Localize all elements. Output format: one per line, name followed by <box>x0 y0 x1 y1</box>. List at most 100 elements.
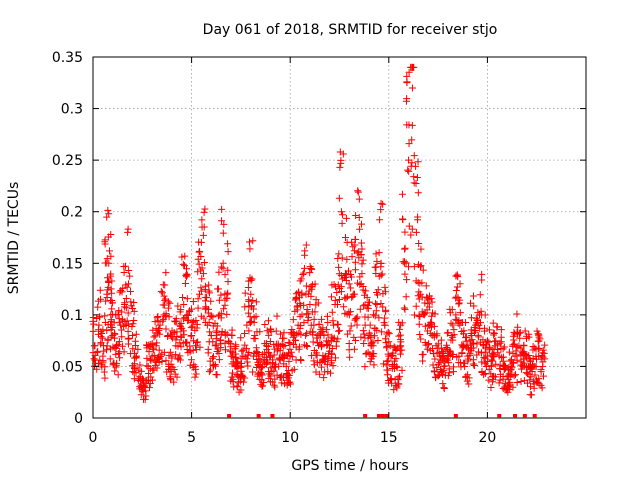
data-point <box>509 358 517 366</box>
data-point <box>206 313 214 321</box>
data-point <box>418 279 426 287</box>
data-point <box>130 317 138 325</box>
data-point <box>449 350 457 358</box>
data-point <box>398 190 406 198</box>
data-point <box>264 317 272 325</box>
data-point <box>270 367 278 375</box>
data-point <box>444 345 452 353</box>
data-point <box>377 206 385 214</box>
data-point <box>122 304 130 312</box>
data-point <box>476 291 484 299</box>
data-point <box>249 237 257 245</box>
data-point <box>212 370 220 378</box>
data-point <box>188 331 196 339</box>
data-point <box>474 331 482 339</box>
data-point <box>266 338 274 346</box>
data-point <box>162 269 170 277</box>
data-point <box>381 314 389 322</box>
data-point <box>431 310 439 318</box>
data-point <box>455 300 463 308</box>
data-point <box>335 270 343 278</box>
data-point <box>222 346 230 354</box>
data-point <box>270 381 278 389</box>
data-point <box>183 295 191 303</box>
data-point <box>312 296 320 304</box>
data-point <box>244 309 252 317</box>
data-point <box>107 270 115 278</box>
data-point <box>534 378 542 386</box>
data-point <box>403 95 411 103</box>
data-point <box>104 336 112 344</box>
data-point <box>221 271 229 279</box>
data-point <box>470 328 478 336</box>
data-point <box>243 355 251 363</box>
data-point <box>272 327 280 335</box>
data-point <box>124 327 132 335</box>
data-point <box>483 337 491 345</box>
data-point <box>327 293 335 301</box>
data-point <box>237 386 245 394</box>
data-point <box>360 339 368 347</box>
data-point <box>105 210 113 218</box>
data-point <box>497 333 505 341</box>
data-point <box>388 365 396 373</box>
data-point <box>460 327 468 335</box>
data-point <box>410 173 418 181</box>
data-point <box>345 346 353 354</box>
data-point <box>200 259 208 267</box>
data-point <box>327 369 335 377</box>
data-point <box>508 363 516 371</box>
data-point <box>303 305 311 313</box>
data-point <box>299 270 307 278</box>
data-point <box>197 238 205 246</box>
data-point <box>107 333 115 341</box>
data-point <box>218 205 226 213</box>
data-point <box>275 362 283 370</box>
data-point <box>159 301 167 309</box>
data-point <box>505 380 513 388</box>
data-point <box>221 301 229 309</box>
data-point <box>117 326 125 334</box>
data-point <box>525 330 533 338</box>
data-point <box>337 283 345 291</box>
data-point <box>115 350 123 358</box>
data-point <box>351 258 359 266</box>
data-point <box>198 275 206 283</box>
data-point <box>125 334 133 342</box>
data-point <box>331 354 339 362</box>
data-point <box>105 259 113 267</box>
data-point <box>351 266 359 274</box>
data-point <box>456 309 464 317</box>
data-point <box>398 366 406 374</box>
data-point <box>147 356 155 364</box>
data-point <box>108 277 116 285</box>
data-point <box>143 342 151 350</box>
data-point <box>259 382 267 390</box>
data-point <box>460 343 468 351</box>
data-point <box>224 240 232 248</box>
data-point <box>417 262 425 270</box>
data-point <box>263 327 271 335</box>
data-point <box>330 334 338 342</box>
data-point <box>470 302 478 310</box>
data-point <box>217 263 225 271</box>
data-point <box>194 295 202 303</box>
data-point <box>157 287 165 295</box>
data-point <box>356 273 364 281</box>
data-point <box>107 323 115 331</box>
data-point <box>215 350 223 357</box>
data-point <box>412 180 420 188</box>
data-point <box>478 349 486 357</box>
data-point <box>381 335 389 343</box>
data-point <box>462 337 470 345</box>
data-point <box>233 383 241 391</box>
data-point <box>205 338 213 346</box>
data-point <box>224 248 232 256</box>
data-point <box>438 371 446 379</box>
data-point <box>416 330 424 338</box>
data-point <box>350 290 358 298</box>
data-point <box>189 297 197 305</box>
data-point <box>155 324 163 332</box>
data-point <box>437 336 445 344</box>
data-point <box>89 327 97 335</box>
